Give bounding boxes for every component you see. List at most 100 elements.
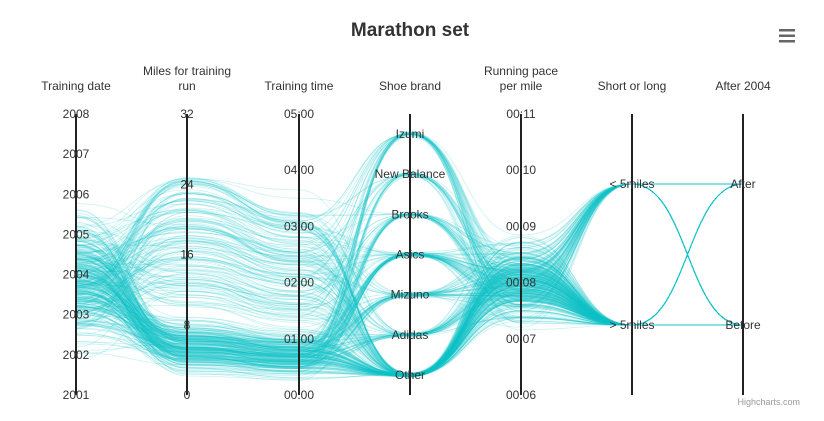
series-line[interactable]	[75, 183, 744, 375]
axis-tick-label: Brooks	[391, 207, 428, 221]
series-line[interactable]	[75, 183, 744, 376]
series-line[interactable]	[75, 183, 744, 326]
series-line[interactable]	[75, 183, 744, 326]
series-line[interactable]	[75, 177, 743, 337]
series-line[interactable]	[75, 212, 743, 376]
series-line[interactable]	[75, 183, 743, 369]
series-line[interactable]	[75, 183, 744, 379]
series-line[interactable]	[75, 133, 744, 326]
series-line[interactable]	[75, 183, 744, 377]
series-line[interactable]	[75, 183, 744, 342]
series-line[interactable]	[75, 272, 743, 374]
series-line[interactable]	[75, 179, 743, 326]
series-line[interactable]	[75, 183, 744, 366]
series-line[interactable]	[75, 183, 744, 377]
series-line[interactable]	[75, 249, 743, 376]
series-line[interactable]	[75, 183, 744, 376]
series-line[interactable]	[75, 183, 744, 374]
series-line[interactable]	[75, 212, 743, 326]
series-line[interactable]	[75, 191, 743, 376]
series-line[interactable]	[75, 183, 744, 361]
series-line[interactable]	[75, 254, 743, 346]
series-line[interactable]	[75, 183, 744, 356]
series-line[interactable]	[75, 132, 744, 326]
series-line[interactable]	[75, 222, 743, 337]
series-line[interactable]	[75, 134, 744, 326]
series-line[interactable]	[75, 183, 744, 380]
series-line[interactable]	[75, 183, 743, 365]
series-line[interactable]	[75, 183, 743, 359]
series-line[interactable]	[75, 183, 744, 377]
series-line[interactable]	[75, 183, 744, 378]
series-line[interactable]	[75, 255, 743, 349]
series-line[interactable]	[75, 254, 743, 356]
series-line[interactable]	[75, 182, 743, 377]
series-line[interactable]	[75, 183, 744, 375]
series-line[interactable]	[75, 183, 744, 376]
series-line[interactable]	[75, 268, 743, 348]
series-line[interactable]	[75, 183, 744, 363]
series-line[interactable]	[75, 183, 743, 365]
credits-label[interactable]: Highcharts.com	[737, 397, 800, 407]
series-line[interactable]	[75, 183, 743, 335]
series-line[interactable]	[75, 183, 743, 376]
series-line[interactable]	[75, 175, 743, 326]
series-line[interactable]	[75, 254, 743, 351]
series-line[interactable]	[75, 202, 743, 326]
series-line[interactable]	[75, 252, 743, 346]
series-line[interactable]	[75, 183, 744, 377]
series-line[interactable]	[75, 267, 743, 359]
series-line[interactable]	[75, 183, 743, 357]
series-line[interactable]	[75, 183, 744, 375]
series-line[interactable]	[75, 183, 743, 365]
series-line[interactable]	[75, 183, 744, 375]
series-line[interactable]	[75, 173, 743, 363]
series-line[interactable]	[75, 183, 743, 335]
series-line[interactable]	[75, 183, 744, 362]
series-line[interactable]	[75, 183, 744, 355]
series-line[interactable]	[75, 200, 743, 326]
series-line[interactable]	[75, 277, 743, 358]
series-line[interactable]	[75, 243, 743, 326]
series-line[interactable]	[75, 274, 743, 375]
context-menu-button[interactable]	[776, 24, 798, 46]
series-line[interactable]	[75, 183, 744, 375]
series-line[interactable]	[75, 183, 743, 381]
series-line[interactable]	[75, 183, 743, 376]
series-line[interactable]	[75, 183, 744, 377]
series-line[interactable]	[75, 256, 743, 377]
series-line[interactable]	[75, 133, 743, 328]
series-line[interactable]	[75, 219, 743, 336]
series-line[interactable]	[75, 183, 743, 375]
series-line[interactable]	[75, 193, 743, 376]
series-line[interactable]	[75, 183, 744, 326]
series-line[interactable]	[75, 178, 743, 336]
series-line[interactable]	[75, 183, 744, 376]
series-line[interactable]	[75, 183, 744, 362]
series-line[interactable]	[75, 184, 743, 376]
series-line[interactable]	[75, 183, 743, 376]
series-line[interactable]	[75, 183, 744, 377]
series-line[interactable]	[75, 245, 743, 326]
series-line[interactable]	[75, 183, 743, 363]
series-line[interactable]	[75, 183, 744, 367]
axis-tick-label: 2006	[63, 187, 90, 201]
series-line[interactable]	[75, 183, 744, 375]
series-line[interactable]	[75, 132, 744, 369]
series-line[interactable]	[75, 254, 743, 360]
series-line[interactable]	[75, 183, 744, 364]
series-line[interactable]	[75, 183, 744, 376]
series-line[interactable]	[75, 183, 743, 368]
series-line[interactable]	[75, 183, 744, 368]
series-line[interactable]	[75, 197, 743, 335]
series-line[interactable]	[75, 180, 744, 377]
series-line[interactable]	[75, 240, 743, 348]
series-line[interactable]	[75, 183, 744, 376]
series-line[interactable]	[75, 203, 743, 326]
series-line[interactable]	[75, 183, 743, 372]
series-line[interactable]	[75, 183, 744, 374]
series-line[interactable]	[75, 133, 743, 326]
axis-tick-label: 00:08	[506, 276, 536, 290]
series-line[interactable]	[75, 199, 743, 326]
series-line[interactable]	[75, 183, 744, 369]
